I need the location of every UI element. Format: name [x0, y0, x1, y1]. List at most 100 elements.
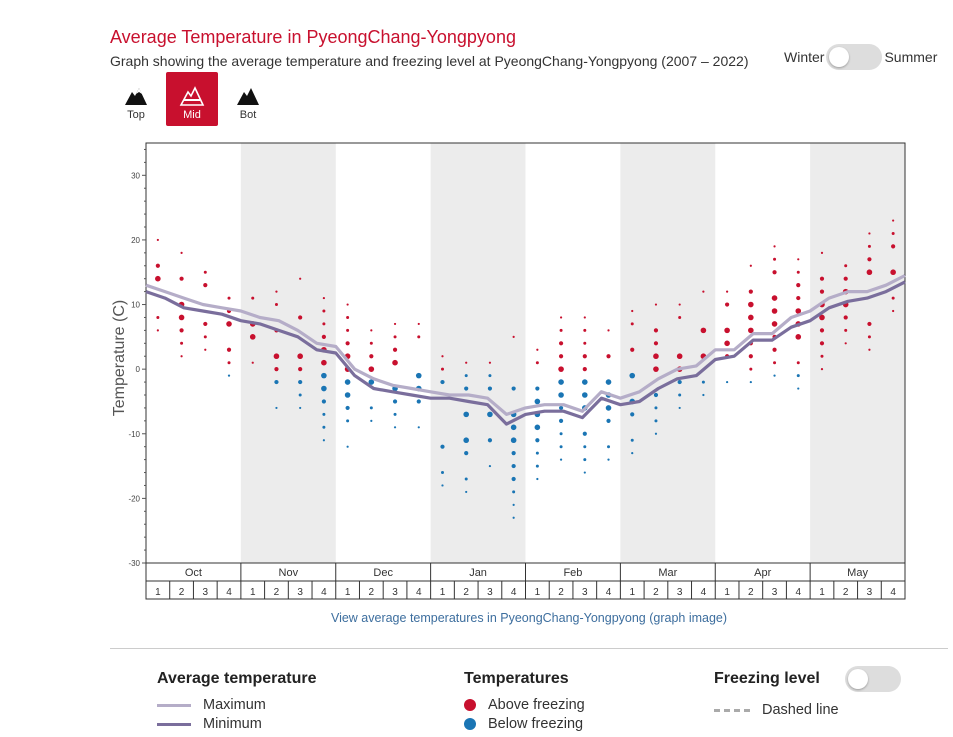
above-freezing-dot: [392, 359, 398, 366]
below-freezing-dot: [536, 477, 539, 481]
above-freezing-dot: [275, 290, 278, 293]
legend-avg-title: Average temperature: [157, 670, 317, 687]
switch-knob: [829, 47, 850, 67]
above-freezing-dot: [203, 335, 207, 339]
above-freezing-dot: [226, 321, 232, 327]
season-toggle: Winter Summer: [784, 44, 937, 70]
above-freezing-dot: [797, 258, 800, 261]
above-freezing-dot: [748, 301, 754, 308]
month-label-apr: Apr: [754, 567, 771, 579]
below-freezing-dot: [535, 386, 540, 391]
above-freezing-dot: [369, 354, 374, 359]
below-freezing-dot: [583, 458, 587, 462]
below-freezing-dot: [463, 437, 470, 444]
above-freezing-dot: [771, 295, 778, 301]
month-shade-jan: [430, 143, 526, 563]
week-label: 3: [677, 587, 683, 598]
below-freezing-dot: [534, 398, 541, 405]
above-freezing-dot: [346, 315, 350, 319]
max-line-swatch: [157, 703, 191, 707]
above-freezing-dot: [653, 328, 659, 333]
above-freezing-dot: [820, 368, 824, 371]
above-freezing-dot: [892, 219, 895, 222]
mountain-level-buttons: Top Mid Bot: [110, 72, 274, 126]
below-freezing-dot: [512, 490, 516, 494]
below-freezing-dot: [606, 418, 611, 423]
mountain-bot-button[interactable]: Bot: [222, 72, 274, 126]
above-freezing-dot: [843, 276, 848, 281]
below-freezing-dot: [298, 393, 302, 397]
above-freezing-dot: [819, 276, 825, 281]
above-freezing-dot: [249, 334, 256, 340]
above-freezing-dot: [630, 322, 634, 326]
page-title: Average Temperature in PyeongChang-Yongp…: [110, 27, 516, 47]
below-freezing-dot: [535, 451, 539, 455]
above-freezing-dot: [558, 354, 564, 359]
below-freezing-dot: [559, 432, 563, 436]
above-freezing-dot: [179, 276, 184, 281]
below-freezing-dot: [393, 412, 397, 416]
below-dot-swatch: [464, 718, 476, 730]
season-switch[interactable]: [826, 44, 883, 70]
y-tick-label: 20: [131, 236, 140, 245]
below-freezing-dot: [368, 379, 375, 385]
below-freezing-dot: [582, 431, 587, 436]
mountain-top-button[interactable]: Top: [110, 72, 162, 126]
above-freezing-dot: [890, 269, 896, 276]
above-freezing-dot: [653, 341, 659, 346]
summer-label: Summer: [884, 49, 938, 65]
above-freezing-dot: [156, 238, 159, 242]
mountain-mid-button[interactable]: Mid: [166, 72, 218, 126]
below-freezing-dot: [558, 418, 564, 423]
min-line-swatch: [157, 722, 191, 726]
month-label-mar: Mar: [658, 567, 677, 579]
above-freezing-dot: [819, 289, 825, 294]
above-freezing-dot: [369, 341, 373, 345]
freezing-level-switch[interactable]: [845, 666, 901, 692]
graph-image-link[interactable]: View average temperatures in PyeongChang…: [330, 611, 728, 625]
below-freezing-dot: [322, 439, 325, 442]
week-label: 1: [724, 587, 730, 598]
above-freezing-dot: [322, 322, 326, 326]
above-freezing-dot: [749, 367, 753, 371]
week-label: 1: [819, 587, 825, 598]
below-freezing-dot: [274, 379, 279, 385]
week-label: 2: [558, 587, 564, 598]
below-freezing-dot: [796, 374, 800, 378]
y-tick-label: -30: [128, 559, 140, 568]
week-label: 3: [487, 587, 493, 598]
week-label: 1: [345, 587, 351, 598]
below-freezing-dot: [773, 374, 776, 377]
maximum-temperature-line: [145, 274, 906, 416]
above-freezing-dot: [226, 347, 232, 352]
above-freezing-dot: [393, 322, 397, 326]
mountain-top-icon: [125, 88, 147, 105]
above-freezing-dot: [725, 302, 730, 307]
above-freezing-dot: [867, 244, 871, 248]
week-label: 3: [392, 587, 398, 598]
week-label: 4: [226, 587, 232, 598]
above-freezing-dot: [771, 321, 778, 327]
below-freezing-dot: [299, 406, 302, 410]
below-freezing-dot: [558, 379, 564, 385]
below-freezing-dot: [511, 451, 516, 456]
above-freezing-dot: [536, 348, 539, 351]
below-freezing-dot: [322, 412, 326, 416]
above-freezing-dot: [654, 303, 658, 306]
above-freezing-dot: [796, 270, 800, 274]
above-freezing-dot: [607, 329, 610, 332]
page-subtitle: Graph showing the average temperature an…: [110, 53, 749, 69]
month-label-oct: Oct: [185, 567, 202, 579]
below-freezing-dot: [630, 438, 634, 442]
above-freezing-dot: [179, 328, 184, 333]
week-label: 4: [795, 587, 801, 598]
below-freezing-dot: [488, 374, 492, 378]
below-freezing-dot: [702, 393, 705, 397]
below-freezing-dot: [393, 426, 397, 429]
week-label: 4: [606, 587, 612, 598]
above-freezing-dot: [417, 335, 421, 339]
below-freezing-dot: [583, 471, 586, 474]
below-freezing-dot: [321, 372, 327, 379]
above-freezing-dot: [772, 347, 777, 352]
below-freezing-dot: [629, 372, 636, 379]
